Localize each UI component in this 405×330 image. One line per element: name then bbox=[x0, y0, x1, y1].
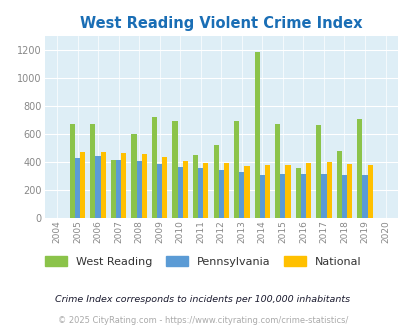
Bar bbox=[244, 166, 249, 218]
Bar bbox=[239, 172, 244, 218]
Bar bbox=[264, 165, 269, 218]
Bar bbox=[362, 175, 367, 218]
Bar bbox=[300, 174, 305, 218]
Bar bbox=[162, 157, 167, 218]
Bar bbox=[131, 134, 136, 218]
Bar bbox=[116, 160, 121, 218]
Bar bbox=[157, 164, 162, 218]
Bar bbox=[341, 175, 346, 218]
Bar bbox=[177, 167, 182, 218]
Bar bbox=[346, 164, 351, 218]
Legend: West Reading, Pennsylvania, National: West Reading, Pennsylvania, National bbox=[45, 256, 360, 267]
Bar bbox=[70, 124, 75, 218]
Bar bbox=[203, 163, 208, 218]
Bar bbox=[192, 155, 198, 218]
Bar bbox=[336, 151, 341, 218]
Bar bbox=[151, 117, 157, 218]
Bar bbox=[367, 165, 372, 218]
Bar bbox=[259, 175, 264, 218]
Bar bbox=[111, 160, 116, 218]
Bar bbox=[254, 52, 259, 218]
Bar bbox=[213, 145, 218, 218]
Bar bbox=[136, 161, 141, 218]
Bar bbox=[141, 154, 147, 218]
Bar bbox=[356, 119, 362, 218]
Bar bbox=[305, 163, 310, 218]
Text: Crime Index corresponds to incidents per 100,000 inhabitants: Crime Index corresponds to incidents per… bbox=[55, 295, 350, 304]
Bar bbox=[80, 152, 85, 218]
Bar bbox=[95, 156, 100, 218]
Bar bbox=[121, 153, 126, 218]
Title: West Reading Violent Crime Index: West Reading Violent Crime Index bbox=[80, 16, 362, 31]
Bar bbox=[279, 174, 285, 218]
Bar bbox=[321, 174, 326, 218]
Bar bbox=[75, 158, 80, 218]
Bar bbox=[285, 165, 290, 218]
Bar bbox=[275, 124, 279, 218]
Text: © 2025 CityRating.com - https://www.cityrating.com/crime-statistics/: © 2025 CityRating.com - https://www.city… bbox=[58, 316, 347, 325]
Bar bbox=[295, 168, 300, 218]
Bar bbox=[218, 170, 223, 218]
Bar bbox=[326, 162, 331, 218]
Bar bbox=[172, 121, 177, 218]
Bar bbox=[234, 121, 239, 218]
Bar bbox=[223, 163, 228, 218]
Bar bbox=[90, 124, 95, 218]
Bar bbox=[315, 125, 321, 218]
Bar bbox=[100, 152, 105, 218]
Bar bbox=[182, 161, 188, 218]
Bar bbox=[198, 168, 203, 218]
